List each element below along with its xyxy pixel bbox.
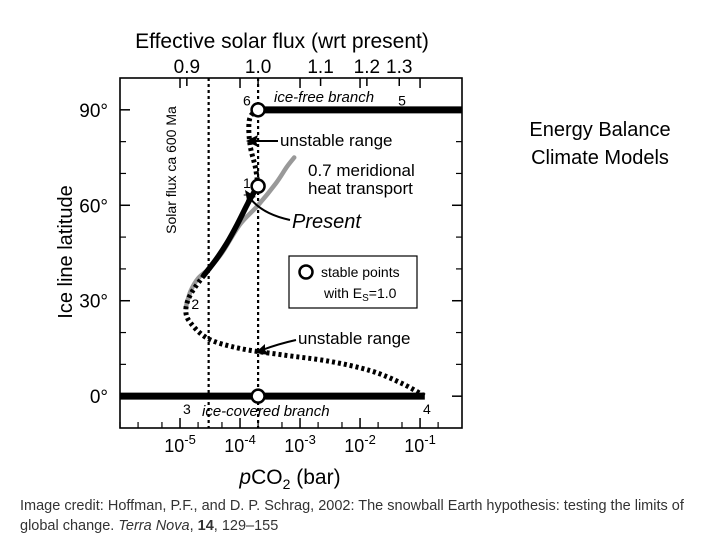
x-tick-label-exp: -4 (244, 432, 256, 447)
x-tick-label-base: 10 (224, 436, 244, 456)
ice-covered-branch-label: ice-covered branch (202, 403, 330, 420)
unstable-range-bottom-arrow (261, 339, 297, 351)
point-label-6: 6 (243, 92, 251, 108)
credit-sep1: , (189, 518, 198, 534)
credit-sep2: , 129–155 (213, 518, 279, 534)
x-axis-label-rest: (bar) (290, 466, 340, 489)
x-tick-label-exp: -1 (424, 432, 436, 447)
present-arrow (249, 197, 291, 221)
x-tick-label-exp: -2 (364, 432, 376, 447)
x-tick-label: 10-5 (164, 432, 196, 456)
x-tick-label-exp: -5 (184, 432, 196, 447)
x-tick-label-base: 10 (404, 436, 424, 456)
x-tick-label-base: 10 (344, 436, 364, 456)
x-tick-label-exp: -3 (304, 432, 316, 447)
x-tick-label-base: 10 (164, 436, 184, 456)
legend-box (288, 255, 418, 309)
legend-line1: stable points (321, 264, 400, 280)
unstable-range-bottom-label: unstable range (298, 329, 410, 348)
x-tick-top-label: 1.1 (307, 57, 333, 78)
series-layer: 6517234 (120, 78, 462, 428)
chart-title: Effective solar flux (wrt present) (135, 30, 429, 53)
slide-title-line1: Energy Balance (529, 119, 671, 141)
stable-point (250, 102, 266, 118)
x-tick-top-label: 1.2 (354, 57, 380, 78)
unstable-range-top-arrowhead (246, 135, 258, 147)
x-tick-label-base: 10 (284, 436, 304, 456)
x-tick-label: 10-2 (344, 432, 376, 456)
point-label-4: 4 (423, 401, 431, 417)
credit-volume: 14 (197, 518, 214, 534)
plot-frame (119, 77, 463, 429)
series-solid-gray (183, 155, 297, 310)
x-tick-top-label: 0.9 (174, 57, 200, 78)
unstable-range-top-label: unstable range (280, 131, 392, 150)
y-tick-label: 90° (79, 101, 108, 122)
point-label-3: 3 (183, 401, 191, 417)
y-tick-label: 60° (79, 196, 108, 217)
x-axis-label-italic: p (238, 466, 251, 489)
image-credit: Image credit: Hoffman, P.F., and D. P. S… (20, 496, 710, 536)
x-axis-label-sub: 2 (283, 476, 291, 492)
y-tick-label: 0° (90, 387, 108, 408)
meridional-label-line2: heat transport (308, 179, 413, 198)
point-label-5: 5 (398, 92, 406, 108)
y-tick-label: 30° (79, 292, 108, 313)
series-dotted-black (183, 273, 427, 399)
slide-title-line2: Climate Models (531, 147, 669, 169)
stable-point (250, 388, 266, 404)
series-dotted-black (246, 107, 261, 187)
y-axis-label: Ice line latitude (55, 185, 77, 318)
meridional-label-line1: 0.7 meridional (308, 161, 415, 180)
x-tick-top-label: 1.3 (386, 57, 412, 78)
annotations: Effective solar flux (wrt present) Ice l… (55, 30, 429, 492)
legend-line2: with ES=1.0 (323, 285, 397, 304)
present-label: Present (292, 211, 362, 233)
legend: stable points with ES=1.0 (288, 255, 418, 309)
solar-flux-note: Solar flux ca 600 Ma (163, 106, 179, 234)
slide-title: Energy Balance Climate Models (500, 116, 700, 172)
legend-line2-prefix: with E (323, 285, 362, 301)
x-tick-label: 10-4 (224, 432, 256, 456)
stable-point (250, 178, 266, 194)
unstable-range-bottom-arrowhead (255, 344, 269, 355)
ice-free-branch-label: ice-free branch (274, 89, 374, 106)
legend-line2-suffix: =1.0 (369, 285, 397, 301)
legend-marker (298, 264, 314, 280)
present-arrowhead (245, 190, 256, 205)
credit-journal: Terra Nova (118, 518, 190, 534)
legend-line2-sub: S (362, 293, 369, 304)
x-tick-top-label: 1.0 (245, 57, 271, 78)
x-axis-label-main: CO (251, 466, 283, 489)
x-tick-label: 10-1 (404, 432, 436, 456)
point-label-1: 1 (243, 175, 251, 191)
axes: 10-5 10-4 10-3 10-2 10-10.9 1.0 1.1 1.2 1.30°30°… (79, 57, 463, 456)
point-label-2: 2 (191, 296, 199, 312)
x-axis-label: pCO2 (bar) (238, 466, 340, 492)
x-tick-label: 10-3 (284, 432, 316, 456)
credit-prefix: Image credit: Hoffman, P.F., and D. P. S… (20, 498, 684, 534)
